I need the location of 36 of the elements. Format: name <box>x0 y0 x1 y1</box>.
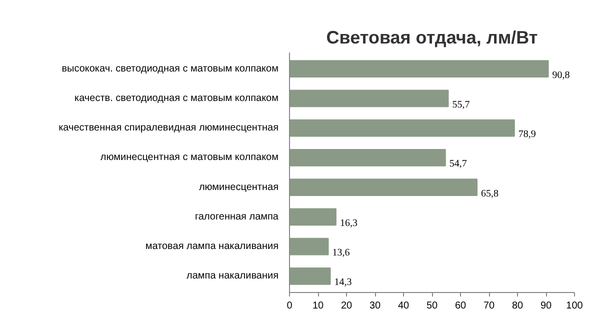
y-tick-label: люминесцентная с матовым колпаком <box>100 152 279 164</box>
y-tick-label: матовая лампа накаливания <box>145 241 279 252</box>
x-tick-label: 100 <box>566 300 584 312</box>
data-label: 55,7 <box>452 99 470 110</box>
x-tick-label: 10 <box>312 300 324 312</box>
data-label: 16,3 <box>340 218 358 229</box>
chart-title: Световая отдача, лм/Вт <box>326 28 538 48</box>
y-tick-label: галогенная лампа <box>194 211 279 222</box>
x-tick-label: 80 <box>512 300 524 312</box>
bar <box>290 208 336 226</box>
x-tick-label: 20 <box>340 300 352 312</box>
x-tick-label: 60 <box>454 300 466 312</box>
y-tick-label: лампа накаливания <box>186 270 279 282</box>
data-label: 14,3 <box>334 277 352 288</box>
bar <box>290 60 549 78</box>
x-tick-label: 40 <box>398 300 410 312</box>
data-label: 65,8 <box>481 188 499 200</box>
x-tick-label: 30 <box>369 300 381 312</box>
data-label: 13,6 <box>332 248 350 259</box>
bar <box>290 119 515 137</box>
bar <box>290 149 446 166</box>
x-tick-label: 0 <box>286 300 293 312</box>
x-tick-label: 90 <box>540 300 552 312</box>
bar <box>290 268 331 285</box>
data-label: 78,9 <box>518 129 536 140</box>
data-label: 90,8 <box>552 70 570 81</box>
bar <box>290 238 329 256</box>
x-tick-label: 50 <box>426 300 438 312</box>
bar <box>290 90 449 108</box>
data-label: 54,7 <box>449 158 467 170</box>
x-tick-label: 70 <box>483 300 495 312</box>
bar <box>290 178 478 196</box>
y-tick-label: высококач. светодиодная с матовым колпаком <box>62 63 279 74</box>
y-tick-label: качественная спиралевидная люминесцентная <box>58 122 279 134</box>
y-tick-label: качеств. светодиодная с матовым колпаком <box>74 92 279 104</box>
y-tick-label: люминесцентная <box>198 182 278 193</box>
